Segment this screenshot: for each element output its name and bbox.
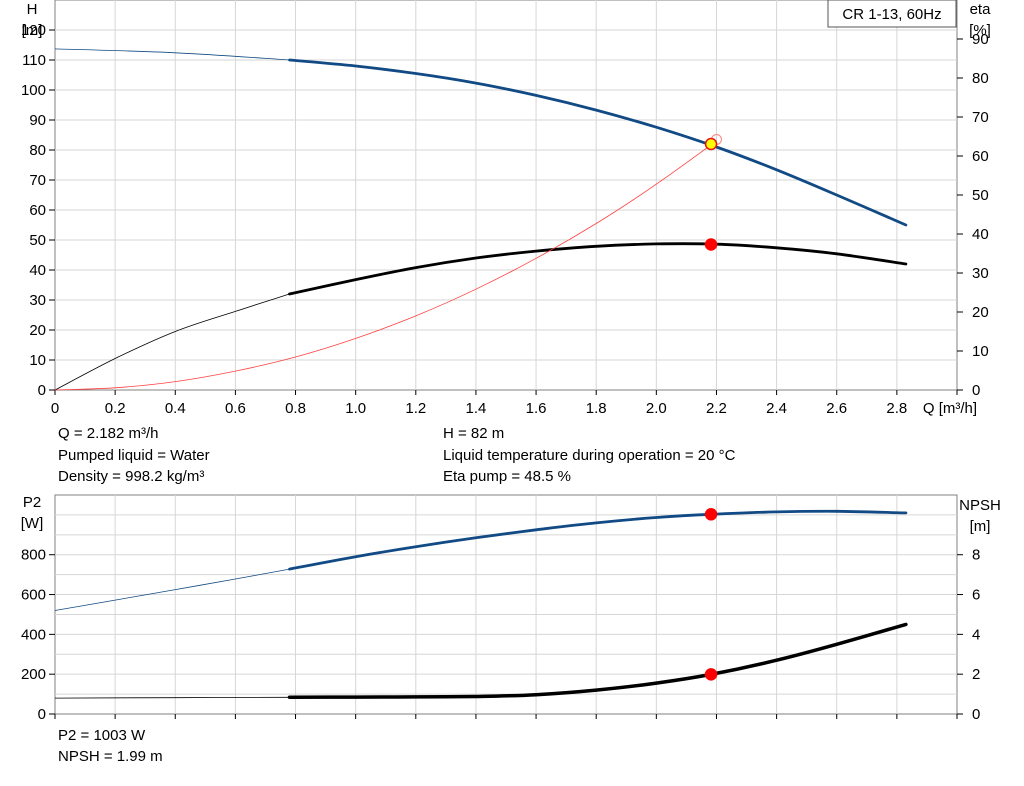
plot-frame xyxy=(54,494,958,715)
series-system-curve-line-thin xyxy=(54,140,717,391)
x-tick-label: 2.4 xyxy=(766,400,787,417)
y-tick-label-left: 90 xyxy=(29,112,46,129)
x-tick-label: 2.8 xyxy=(886,400,907,417)
y-axis-unit-left: [W] xyxy=(21,515,44,532)
series-eta-line-thin xyxy=(54,293,290,391)
y-axis-label-left: H xyxy=(27,1,38,18)
y-tick-label-left: 100 xyxy=(21,82,46,99)
y-tick-label-left: 20 xyxy=(29,322,46,339)
info-flow: Q = 2.182 m³/h xyxy=(58,425,159,442)
y-axis-unit-right: [%] xyxy=(969,22,991,39)
power-npsh-chart: 0 200 400 600 800 0 2 4 6 8 P2 [W] NPSH [m] xyxy=(21,494,1001,723)
info-density: Density = 998.2 kg/m³ xyxy=(58,468,205,485)
chart-title-frame xyxy=(827,0,957,28)
x-tick-label: 0.4 xyxy=(165,400,186,417)
y-tick-label-left: 200 xyxy=(21,666,46,683)
operating-point-h xyxy=(704,137,718,151)
x-axis-label: Q [m³/h] xyxy=(923,400,977,417)
info-liquid-temperature: Liquid temperature during operation = 20… xyxy=(443,447,736,464)
y-tick-label-right: 6 xyxy=(972,587,980,604)
x-tick-label: 2.0 xyxy=(646,400,667,417)
y-tick-label-right: 0 xyxy=(972,382,980,399)
x-tick-label: 0.6 xyxy=(225,400,246,417)
y-tick-label-right: 70 xyxy=(972,109,989,126)
y-axis-label-left: P2 xyxy=(23,494,41,511)
chart-title: CR 1-13, 60Hz xyxy=(842,6,941,23)
info-head: H = 82 m xyxy=(443,425,505,442)
x-tick-label: 1.8 xyxy=(586,400,607,417)
y-tick-label-right: 50 xyxy=(972,187,989,204)
y-tick-label-right: 2 xyxy=(972,666,980,683)
x-tick-label: 1.2 xyxy=(405,400,426,417)
y-tick-label-left: 10 xyxy=(29,352,46,369)
x-tick-label: 0.8 xyxy=(285,400,306,417)
x-tick-label: 0 xyxy=(51,400,59,417)
y-tick-label-left: 50 xyxy=(29,232,46,249)
y-tick-label-left: 120 xyxy=(21,22,46,39)
series-h-line-bold xyxy=(288,58,908,227)
y-tick-label-right: 8 xyxy=(972,547,980,564)
y-tick-label-right: 60 xyxy=(972,148,989,165)
series-npsh-line-thin xyxy=(54,696,290,699)
y-tick-label-left: 70 xyxy=(29,172,46,189)
y-tick-label-right: 0 xyxy=(972,706,980,723)
y-tick-label-left: 0 xyxy=(38,382,46,399)
series-h-line-thin xyxy=(54,48,290,61)
plot-frame xyxy=(54,0,958,391)
y-tick-label-left: 40 xyxy=(29,262,46,279)
y-tick-label-left: 800 xyxy=(21,547,46,564)
operating-point-eta xyxy=(704,238,718,251)
y-axis-unit-right: [m] xyxy=(970,518,991,535)
x-tick-label: 0.2 xyxy=(105,400,126,417)
y-axis-unit-left: [m] xyxy=(22,22,43,39)
series-npsh-line-bold xyxy=(287,622,908,700)
y-tick-label-left: 600 xyxy=(21,587,46,604)
y-tick-label-right: 40 xyxy=(972,226,989,243)
y-tick-label-left: 0 xyxy=(38,706,46,723)
series-p2-line-thin xyxy=(54,568,290,611)
chart-title-box: CR 1-13, 60Hz xyxy=(827,0,957,28)
y-tick-label-right: 4 xyxy=(972,626,980,643)
x-tick-label: 2.2 xyxy=(706,400,727,417)
y-tick-label-left: 80 xyxy=(29,142,46,159)
y-tick-label-right: 80 xyxy=(972,70,989,87)
operating-point-p2 xyxy=(704,508,718,521)
y-tick-label-right: 10 xyxy=(972,343,989,360)
y-tick-label-left: 110 xyxy=(22,52,46,69)
y-tick-label-right: 20 xyxy=(972,304,989,321)
y-tick-label-right: 30 xyxy=(972,265,989,282)
y-tick-label-left: 60 xyxy=(29,202,46,219)
x-tick-label: 1.0 xyxy=(345,400,366,417)
info-eta-pump: Eta pump = 48.5 % xyxy=(443,468,571,485)
series-p2-line-bold xyxy=(288,509,908,571)
y-axis-label-right: NPSH xyxy=(959,497,1001,514)
y-axis-label-right: eta xyxy=(970,1,992,18)
performance-chart: 0 10 20 30 40 50 60 70 80 90 100 110 120 0 10 20 30 40 50 6… xyxy=(21,0,991,417)
info-npsh: NPSH = 1.99 m xyxy=(58,748,163,765)
x-tick-label: 1.6 xyxy=(526,400,547,417)
y-tick-label-left: 400 xyxy=(21,626,46,643)
y-tick-label-left: 30 xyxy=(29,292,46,309)
operating-point-npsh xyxy=(704,668,718,681)
info-p2: P2 = 1003 W xyxy=(58,727,146,744)
info-pumped-liquid: Pumped liquid = Water xyxy=(58,447,210,464)
x-tick-label: 2.6 xyxy=(826,400,847,417)
x-tick-label: 1.4 xyxy=(466,400,487,417)
series-eta-line-bold xyxy=(288,242,908,296)
y-tick-label-right: 90 xyxy=(972,31,989,48)
